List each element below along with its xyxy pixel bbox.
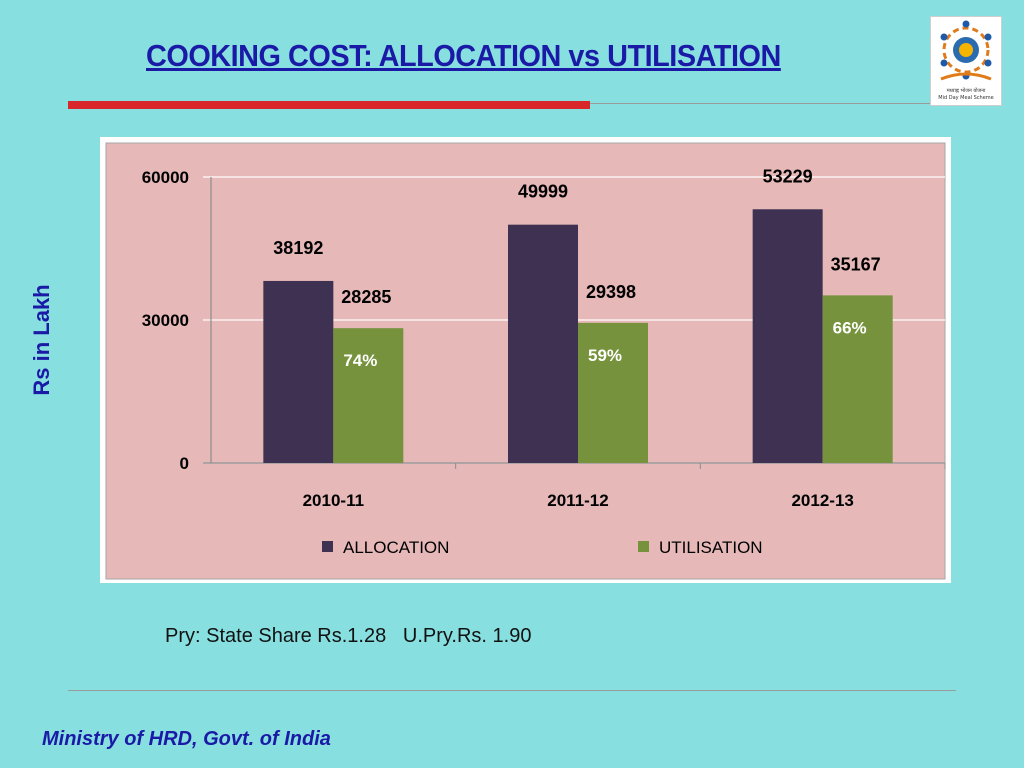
- footer-text: Ministry of HRD, Govt. of India: [42, 728, 331, 750]
- bar-allocation: [752, 209, 823, 463]
- allocation-value-label: 53229: [763, 166, 813, 186]
- bar-utilisation: [333, 328, 404, 463]
- footnote: Pry: State Share Rs.1.28 U.Pry.Rs. 1.90: [165, 625, 532, 647]
- logo-caption-english: Mid Day Meal Scheme: [938, 95, 994, 101]
- allocation-value-label: 49999: [518, 182, 568, 202]
- y-axis-label: Rs in Lakh: [29, 284, 54, 396]
- utilisation-value-label: 35167: [831, 254, 881, 274]
- page-title: COOKING COST: ALLOCATION vs UTILISATION: [146, 38, 781, 73]
- bar-utilisation: [822, 295, 893, 463]
- bar-allocation: [263, 280, 334, 463]
- utilisation-value-label: 29398: [586, 282, 636, 302]
- logo-caption-hindi: मध्याह्न भोजन योजना: [946, 88, 986, 94]
- chart-frame: 0 30000 60000 38192 28285 74% 2010-11 49999 2939…: [100, 137, 951, 583]
- legend-label-allocation: ALLOCATION: [343, 538, 449, 557]
- x-category-label: 2010-11: [303, 491, 364, 510]
- bar-utilisation: [578, 322, 648, 463]
- utilisation-percent-label: 59%: [588, 346, 622, 365]
- legend-swatch-utilisation: [638, 541, 649, 552]
- utilisation-value-label: 28285: [341, 287, 391, 307]
- bar-chart: 0 30000 60000 38192 28285 74% 2010-11 49999 2939…: [105, 142, 946, 580]
- y-tick-label: 30000: [142, 311, 189, 330]
- y-tick-label: 60000: [142, 168, 189, 187]
- y-tick-label: 0: [180, 454, 189, 473]
- x-category-label: 2011-12: [547, 491, 608, 510]
- utilisation-percent-label: 74%: [343, 351, 377, 370]
- utilisation-percent-label: 66%: [833, 318, 867, 337]
- title-accent-rule: [68, 101, 590, 109]
- legend-label-utilisation: UTILISATION: [659, 538, 763, 557]
- legend-swatch-allocation: [322, 541, 333, 552]
- x-category-label: 2012-13: [791, 491, 853, 510]
- bar-allocation: [508, 224, 578, 463]
- mid-day-meal-logo-icon: मध्याह्न भोजन योजना Mid Day Meal Scheme: [930, 16, 1002, 106]
- title-divider: [590, 103, 960, 104]
- logo-emblem-icon: [940, 20, 992, 81]
- allocation-value-label: 38192: [273, 238, 323, 258]
- footer-divider: [68, 690, 956, 691]
